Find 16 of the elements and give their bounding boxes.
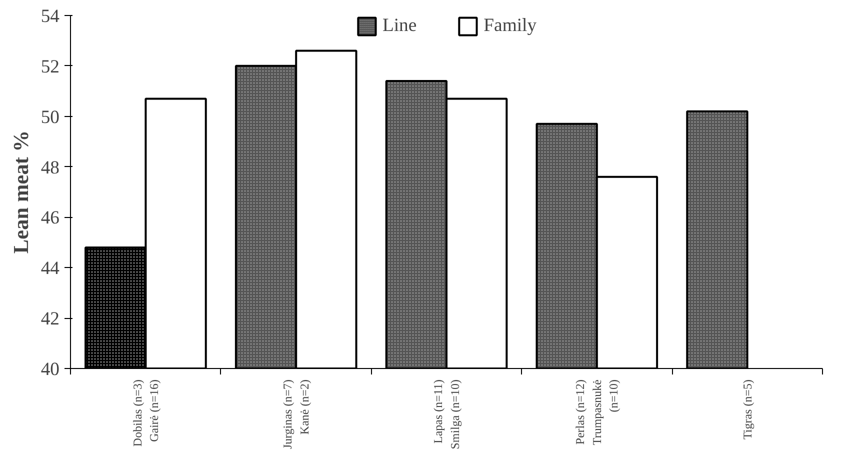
y-tick-label: 40 <box>40 359 60 380</box>
y-tick-label: 48 <box>40 157 60 178</box>
y-tick-label: 46 <box>40 208 60 229</box>
legend-label: Line <box>382 15 417 37</box>
x-tick-label: Jurginas (n=7) Kanė (n=2) <box>280 379 312 450</box>
x-tick-label: Dobilas (n=3) Gairė (n=16) <box>130 379 162 447</box>
y-tick-label: 44 <box>40 258 60 280</box>
x-tick-label: Tigras (n=5) <box>740 379 754 440</box>
y-tick-label: 50 <box>40 106 60 128</box>
x-tick-label: Perlas (n=12) Trumpasnukė (n=10) <box>573 379 621 446</box>
y-axis-title: Lean meat % <box>8 130 33 254</box>
y-tick-label: 54 <box>40 6 60 27</box>
y-tick-label: 42 <box>40 308 60 330</box>
x-tick-label: Lapas (n=11) Smilga (n=10) <box>431 379 462 450</box>
legend-label: Family <box>484 15 537 37</box>
y-tick-label: 52 <box>40 56 60 78</box>
